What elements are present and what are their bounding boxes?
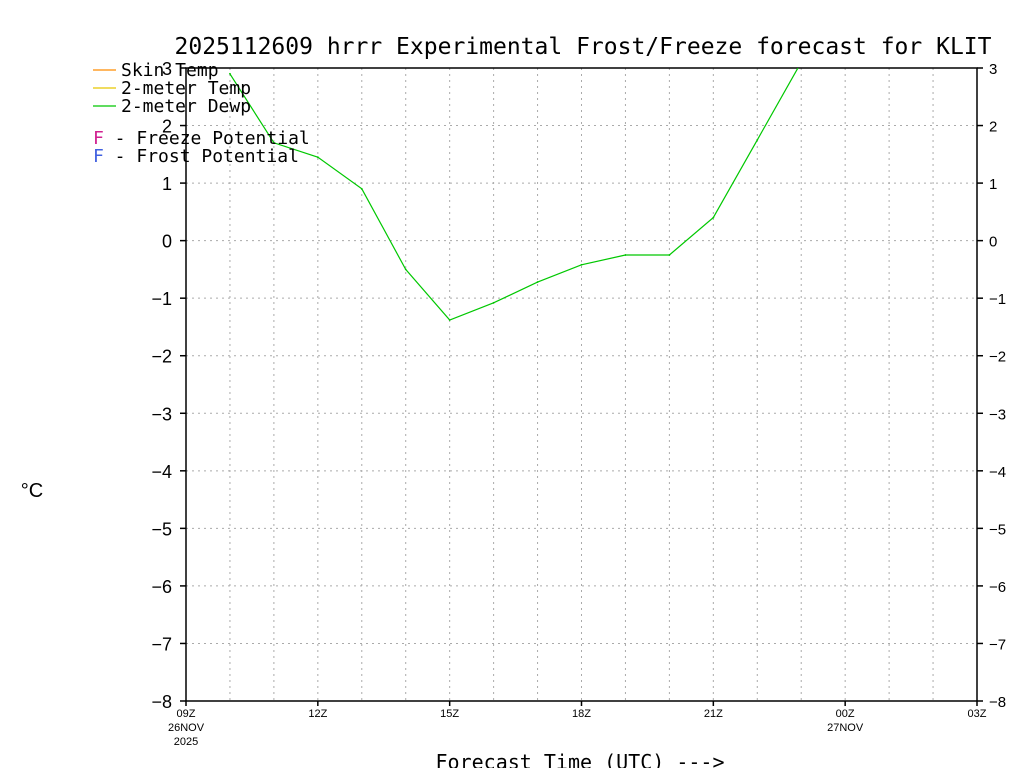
y-tick-label-right: −2 bbox=[989, 349, 1006, 366]
y-axis: 3 3 2 2 1 1 0 0 −1 −1 −2 −2 −3 −3 −4 −4 −5 −5 −6 −6 −7 −7 −8 −8 bbox=[151, 59, 1006, 712]
y-tick-label-right: −1 bbox=[989, 291, 1006, 308]
legend-label: Skin Temp bbox=[121, 60, 219, 81]
potential-label: - Freeze Potential bbox=[104, 128, 310, 149]
series-point bbox=[800, 61, 802, 63]
potential-marker: F bbox=[93, 146, 104, 167]
y-tick-label: −7 bbox=[151, 634, 172, 654]
x-tick-label: 03Z bbox=[968, 708, 987, 720]
x-axis: 09Z 26NOV 2025 12Z 15Z 18Z 21Z 00Z 27NOV 03Z bbox=[168, 701, 987, 748]
potential-legend-item: F - Freeze Potential bbox=[93, 128, 310, 149]
series-point bbox=[229, 72, 231, 75]
x-tick-label: 12Z bbox=[308, 708, 327, 720]
series-point bbox=[668, 254, 671, 256]
potential-marker: F bbox=[93, 128, 104, 149]
series-point bbox=[536, 281, 539, 283]
y-tick-label: −3 bbox=[151, 404, 172, 424]
y-tick-label-right: −4 bbox=[989, 464, 1006, 481]
potential-legend-item: F - Frost Potential bbox=[93, 146, 299, 167]
x-tick-label: 21Z bbox=[704, 708, 723, 720]
legend-label: 2-meter Temp bbox=[121, 78, 251, 99]
plot-frame bbox=[185, 67, 978, 702]
x-tick-year: 2025 bbox=[174, 736, 198, 748]
y-tick-label: −6 bbox=[151, 577, 172, 597]
x-tick-date: 27NOV bbox=[827, 722, 864, 734]
y-tick-label: 0 bbox=[162, 232, 172, 252]
y-tick-label: −4 bbox=[151, 462, 172, 482]
series-lines bbox=[229, 61, 802, 321]
series-point bbox=[624, 254, 627, 256]
series-point bbox=[492, 301, 495, 304]
grid bbox=[186, 67, 977, 702]
y-tick-label: −5 bbox=[151, 519, 172, 539]
y-tick-label: −1 bbox=[151, 289, 172, 309]
y-tick-label-right: −3 bbox=[989, 406, 1006, 423]
y-tick-label: 1 bbox=[162, 174, 172, 194]
y-tick-label-right: −8 bbox=[989, 694, 1006, 711]
series-point bbox=[756, 139, 759, 141]
series-line-2m-dewpoint bbox=[229, 68, 799, 321]
series-point bbox=[360, 187, 363, 190]
x-tick-label: 09Z bbox=[177, 708, 196, 720]
x-tick-label: 15Z bbox=[440, 708, 459, 720]
y-tick-label: −8 bbox=[151, 692, 172, 712]
y-tick-label: −2 bbox=[151, 347, 172, 367]
series-point bbox=[580, 263, 583, 266]
y-tick-label: 2 bbox=[162, 117, 172, 137]
series-point bbox=[712, 216, 715, 219]
y-tick-label-right: −7 bbox=[989, 636, 1006, 653]
legend-label: 2-meter Dewp bbox=[121, 96, 251, 117]
series-point bbox=[316, 156, 319, 159]
y-tick-label-right: 3 bbox=[989, 61, 997, 78]
y-tick-label-right: 0 bbox=[989, 234, 997, 251]
y-axis-label: °C bbox=[21, 480, 43, 502]
y-tick-label-right: 1 bbox=[989, 176, 997, 193]
x-tick-label: 00Z bbox=[836, 708, 855, 720]
x-tick-label: 18Z bbox=[572, 708, 591, 720]
x-axis-label: Forecast Time (UTC) ---> bbox=[436, 750, 725, 768]
series-point bbox=[448, 319, 451, 321]
y-tick-label: 3 bbox=[162, 59, 172, 79]
y-tick-label-right: −6 bbox=[989, 579, 1006, 596]
series-point bbox=[404, 268, 407, 271]
y-tick-label-right: −5 bbox=[989, 521, 1006, 538]
chart-title: 2025112609 hrrr Experimental Frost/Freez… bbox=[175, 34, 992, 60]
potential-label: - Frost Potential bbox=[104, 146, 299, 167]
y-tick-label-right: 2 bbox=[989, 119, 997, 136]
series-point bbox=[272, 141, 275, 144]
x-tick-date: 26NOV bbox=[168, 722, 205, 734]
